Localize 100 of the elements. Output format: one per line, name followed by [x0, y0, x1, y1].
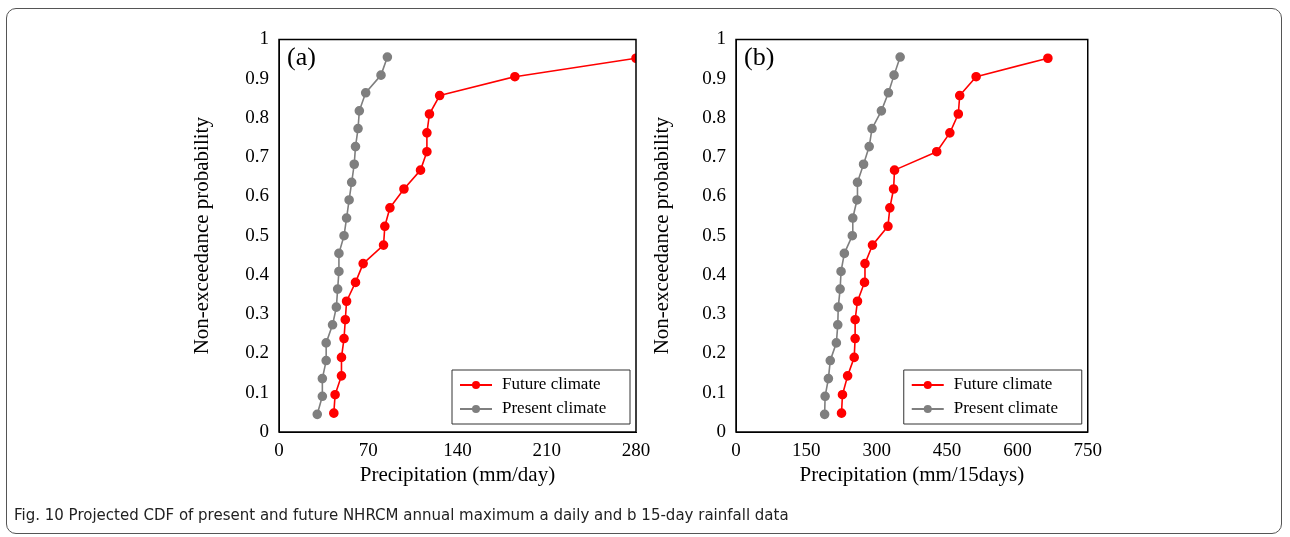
- point: [889, 70, 899, 80]
- y-tick-label: 0.1: [245, 380, 269, 402]
- point: [850, 333, 860, 344]
- point: [859, 277, 870, 288]
- x-tick-label: 280: [621, 439, 651, 461]
- point: [378, 240, 389, 250]
- point: [842, 371, 853, 381]
- point: [858, 159, 869, 170]
- legend-label: Present climate: [953, 398, 1059, 418]
- y-tick-label: 0.3: [702, 302, 726, 324]
- x-tick-label: 150: [792, 439, 821, 461]
- x-tick-label: 750: [1073, 439, 1102, 461]
- point: [849, 352, 859, 363]
- point: [353, 123, 363, 134]
- x-tick-label: 70: [358, 439, 378, 461]
- point: [344, 195, 354, 205]
- y-tick-label: 0.6: [245, 184, 269, 206]
- point: [510, 71, 520, 82]
- y-tick-label: 0.7: [245, 145, 269, 167]
- point: [867, 240, 878, 250]
- point: [953, 109, 964, 119]
- point: [329, 408, 339, 418]
- y-tick-label: 0: [716, 419, 726, 441]
- y-tick-label: 0.2: [245, 341, 269, 363]
- y-axis-title: Non-exceedance probability: [649, 116, 674, 355]
- point: [341, 213, 352, 223]
- point: [888, 184, 899, 194]
- y-tick-label: 0.9: [245, 66, 269, 88]
- y-tick-label: 0.6: [702, 184, 726, 206]
- point: [317, 391, 328, 402]
- point: [820, 391, 830, 402]
- point: [931, 146, 942, 157]
- point: [833, 302, 844, 312]
- point: [312, 409, 323, 420]
- y-tick-label: 0.5: [702, 223, 726, 245]
- point: [850, 314, 860, 325]
- point: [360, 87, 371, 98]
- point: [334, 248, 344, 259]
- y-tick-label: 0.4: [702, 262, 727, 284]
- point: [945, 128, 955, 138]
- point: [385, 203, 395, 213]
- point: [358, 258, 368, 269]
- point: [864, 141, 874, 152]
- point: [867, 123, 877, 134]
- point: [831, 338, 842, 348]
- y-tick-label: 0.8: [245, 105, 269, 127]
- y-tick-label: 0.5: [245, 223, 269, 245]
- y-tick-label: 0.1: [702, 380, 726, 402]
- point: [339, 333, 349, 344]
- y-tick-label: 1: [259, 27, 269, 49]
- legend-label: Future climate: [502, 374, 601, 394]
- point: [334, 266, 344, 277]
- point: [382, 52, 393, 62]
- point: [836, 408, 847, 418]
- point: [823, 373, 834, 384]
- point: [852, 195, 862, 205]
- point: [837, 389, 848, 400]
- point: [847, 213, 858, 223]
- point: [889, 165, 900, 175]
- point: [330, 389, 340, 400]
- point: [380, 221, 390, 232]
- y-tick-label: 1: [716, 27, 726, 49]
- point: [847, 230, 858, 241]
- point: [376, 70, 386, 80]
- x-tick-label: 0: [274, 439, 284, 461]
- point: [971, 71, 981, 82]
- x-tick-label: 600: [1003, 439, 1032, 461]
- point: [852, 296, 863, 307]
- point: [336, 352, 347, 363]
- point: [346, 177, 357, 188]
- point: [317, 373, 328, 384]
- point: [883, 87, 894, 98]
- y-tick-label: 0.7: [702, 145, 726, 167]
- annotation: (b): [744, 42, 775, 72]
- point: [885, 203, 895, 213]
- y-tick-label: 0.8: [702, 105, 726, 127]
- caption: Fig. 10 Projected CDF of present and future NHRCM annual maximum a daily and b 15-day rainfall data: [14, 506, 789, 524]
- point: [954, 90, 965, 101]
- x-tick-label: 140: [443, 439, 472, 461]
- point: [339, 230, 349, 241]
- y-tick-label: 0.9: [702, 66, 726, 88]
- point: [341, 296, 352, 307]
- point: [354, 106, 365, 116]
- point: [422, 146, 432, 157]
- point: [1043, 53, 1053, 64]
- y-tick-label: 0: [259, 419, 269, 441]
- point: [876, 106, 887, 116]
- point: [340, 314, 351, 325]
- x-tick-label: 210: [532, 439, 561, 461]
- point: [350, 141, 361, 152]
- point: [832, 320, 843, 330]
- point: [825, 355, 836, 366]
- x-axis-title: Precipitation (mm/day): [359, 461, 556, 486]
- point: [415, 165, 426, 175]
- point: [321, 355, 331, 366]
- point: [399, 184, 409, 194]
- point: [836, 266, 846, 277]
- point: [350, 277, 361, 288]
- point: [434, 90, 445, 101]
- legend-label: Present climate: [502, 398, 607, 418]
